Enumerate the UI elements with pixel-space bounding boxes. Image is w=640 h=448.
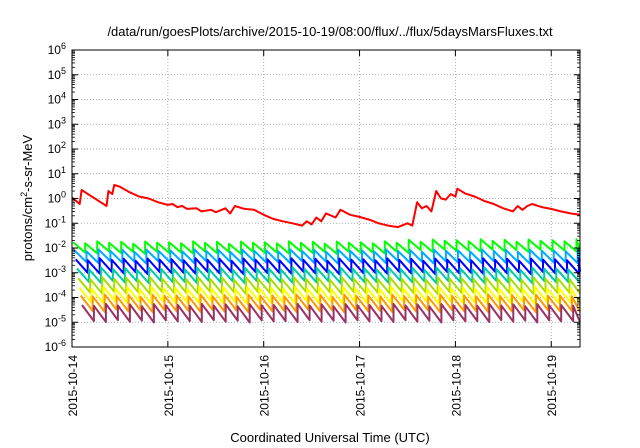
y-tick-base: 10	[48, 167, 62, 181]
y-tick-label: 106	[48, 41, 66, 57]
series-line	[79, 293, 581, 314]
y-tick-label: 10-6	[45, 338, 66, 354]
y-axis-label-rest: -s-sr-MeV	[20, 134, 35, 191]
y-tick-exp: -6	[58, 338, 66, 348]
y-axis-label-base: protons/cm	[20, 197, 35, 261]
y-tick-label: 10-2	[45, 239, 66, 255]
y-tick-exp: 3	[61, 115, 66, 125]
x-tick-label: 2015-10-14	[66, 355, 80, 417]
y-tick-exp: 6	[61, 41, 66, 51]
y-tick-base: 10	[48, 68, 62, 82]
series-group	[71, 184, 581, 324]
y-tick-label: 10-5	[45, 313, 66, 329]
y-tick-base: 10	[45, 241, 59, 255]
y-tick-exp: -3	[58, 264, 66, 274]
x-tick-label: 2015-10-17	[354, 355, 368, 417]
y-tick-base: 10	[48, 192, 62, 206]
y-tick-base: 10	[45, 291, 59, 305]
y-tick-base: 10	[48, 43, 62, 57]
y-tick-label: 104	[48, 91, 66, 107]
y-tick-exp: -1	[58, 214, 66, 224]
series-line	[78, 285, 581, 305]
grid	[72, 50, 580, 347]
x-tick-label: 2015-10-19	[545, 355, 559, 417]
x-tick-label: 2015-10-15	[162, 355, 176, 417]
y-tick-exp: -5	[58, 313, 66, 323]
y-tick-label: 10-4	[45, 289, 66, 305]
y-tick-base: 10	[45, 315, 59, 329]
y-tick-exp: 5	[61, 66, 66, 76]
y-tick-label: 10-1	[45, 214, 66, 230]
y-tick-label: 102	[48, 140, 66, 156]
y-tick-exp: -2	[58, 239, 66, 249]
y-tick-exp: 4	[61, 91, 66, 101]
series-line	[76, 266, 581, 285]
y-axis: 10610510410310210110010-110-210-310-410-…	[45, 41, 580, 354]
chart-title: /data/run/goesPlots/archive/2015-10-19/0…	[107, 24, 553, 39]
y-tick-label: 103	[48, 115, 66, 131]
y-tick-base: 10	[48, 117, 62, 131]
y-tick-label: 10-3	[45, 264, 66, 280]
y-tick-exp: -4	[58, 289, 66, 299]
y-tick-base: 10	[45, 216, 59, 230]
y-tick-label: 101	[48, 165, 66, 181]
series-line	[71, 184, 581, 229]
y-axis-label: protons/cm2-s-sr-MeV	[19, 134, 35, 261]
y-tick-base: 10	[45, 266, 59, 280]
y-tick-exp: 0	[61, 190, 66, 200]
series-line	[74, 257, 581, 276]
y-tick-exp: 2	[61, 140, 66, 150]
y-tick-base: 10	[48, 142, 62, 156]
y-tick-label: 105	[48, 66, 66, 82]
y-tick-base: 10	[48, 93, 62, 107]
y-tick-base: 10	[45, 340, 59, 354]
x-axis: 2015-10-14 2015-10-15 2015-10-16 2015-10-17…	[66, 50, 559, 416]
y-tick-exp: 1	[61, 165, 66, 175]
y-axis-label-sup: 2	[19, 192, 29, 197]
x-tick-label: 2015-10-18	[449, 355, 463, 417]
series-line	[73, 248, 581, 265]
series-line	[81, 302, 581, 324]
x-tick-label: 2015-10-16	[258, 355, 272, 417]
y-tick-label: 100	[48, 190, 66, 206]
series-line	[72, 238, 581, 255]
x-axis-label: Coordinated Universal Time (UTC)	[230, 430, 429, 445]
series-line	[77, 276, 581, 295]
